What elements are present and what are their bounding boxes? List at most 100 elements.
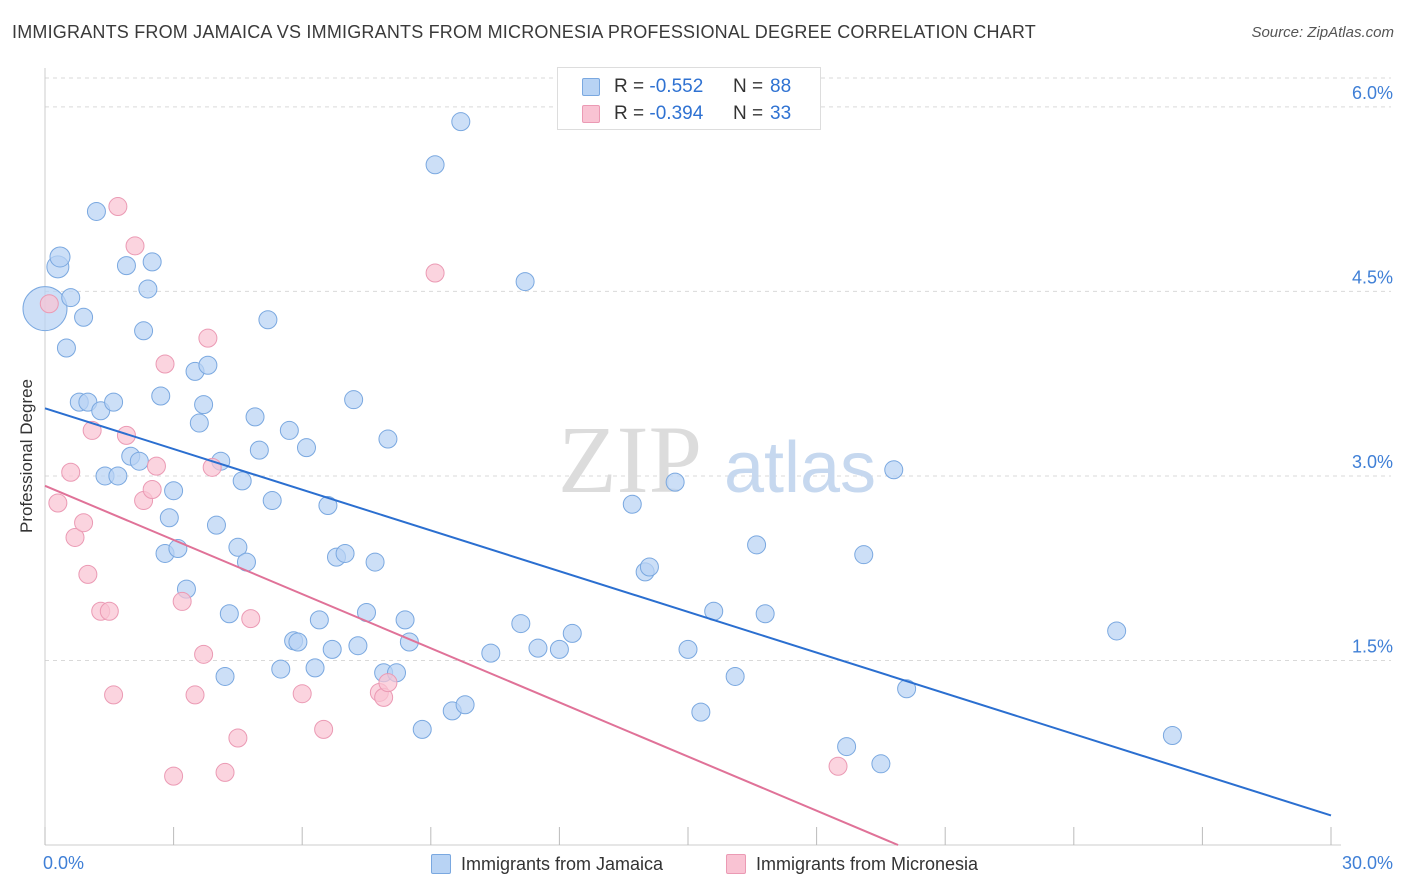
jamaica-legend-label: Immigrants from Jamaica — [461, 854, 664, 874]
jamaica-point — [198, 355, 218, 375]
jamaica-point — [378, 429, 398, 449]
jamaica-point — [1107, 621, 1127, 641]
jamaica-point — [528, 638, 548, 658]
micronesia-point — [185, 685, 205, 705]
micronesia-point — [104, 685, 124, 705]
jamaica-point — [56, 338, 76, 358]
jamaica-r-value: -0.552 — [649, 76, 704, 97]
micronesia-point — [74, 513, 94, 533]
micronesia-point — [65, 527, 85, 547]
jamaica-point — [455, 695, 475, 715]
micronesia-point — [378, 673, 398, 693]
micronesia-point — [425, 263, 445, 283]
jamaica-point — [129, 451, 149, 471]
jamaica-point — [309, 610, 329, 630]
jamaica-trend-line — [44, 407, 1332, 817]
jamaica-point — [335, 543, 355, 563]
jamaica-point — [194, 395, 214, 415]
jamaica-point — [515, 272, 535, 292]
micronesia-n-value: 33 — [770, 103, 792, 124]
micronesia-point — [164, 766, 184, 786]
jamaica-point — [639, 557, 659, 577]
jamaica-point — [854, 545, 874, 565]
chart-title: IMMIGRANTS FROM JAMAICA VS IMMIGRANTS FR… — [12, 22, 1036, 42]
jamaica-point — [622, 494, 642, 514]
axes — [44, 68, 1341, 846]
jamaica-point — [262, 491, 282, 511]
jamaica-point — [747, 535, 767, 555]
micronesia-legend-label: Immigrants from Micronesia — [756, 854, 979, 874]
micronesia-point — [116, 425, 136, 445]
micronesia-point — [39, 294, 59, 314]
jamaica-point — [215, 666, 235, 686]
jamaica-point — [288, 632, 308, 652]
jamaica-point — [206, 515, 226, 535]
jamaica-legend-swatch — [431, 854, 451, 874]
jamaica-point — [74, 307, 94, 327]
jamaica-point — [151, 386, 171, 406]
x-tick-label-max: 30.0% — [1342, 853, 1393, 873]
jamaica-point — [395, 610, 415, 630]
micronesia-point — [194, 644, 214, 664]
jamaica-point — [755, 604, 775, 624]
jamaica-point — [344, 390, 364, 410]
watermark: ZIP atlas — [558, 406, 876, 513]
jamaica-point — [159, 508, 179, 528]
jamaica-point — [691, 702, 711, 722]
jamaica-point — [164, 481, 184, 501]
jamaica-point — [49, 246, 71, 268]
micronesia-point — [215, 762, 235, 782]
jamaica-point — [189, 413, 209, 433]
jamaica-point — [296, 438, 316, 458]
micronesia-point — [48, 493, 68, 513]
tick-labels: 1.5% 3.0% 4.5% 6.0% 0.0% 30.0% — [43, 83, 1393, 873]
micronesia-point — [146, 456, 166, 476]
micronesia-point — [292, 684, 312, 704]
micronesia-point — [125, 236, 145, 256]
x-tick-label-min: 0.0% — [43, 853, 84, 873]
source-label: Source: ZipAtlas.com — [1251, 24, 1394, 41]
jamaica-point — [425, 155, 445, 175]
n-label: N = — [733, 103, 764, 124]
jamaica-point — [134, 321, 154, 341]
y-tick-label: 4.5% — [1352, 267, 1393, 287]
micronesia-point — [108, 197, 128, 217]
jamaica-point — [562, 623, 582, 643]
jamaica-point — [678, 639, 698, 659]
jamaica-point — [412, 719, 432, 739]
y-tick-label: 1.5% — [1352, 636, 1393, 656]
micronesia-point — [241, 609, 261, 629]
jamaica-point — [279, 420, 299, 440]
micronesia-point — [61, 462, 81, 482]
jamaica-point — [511, 614, 531, 634]
micronesia-point — [172, 591, 192, 611]
jamaica-point — [86, 201, 106, 221]
y-tick-label: 3.0% — [1352, 452, 1393, 472]
micronesia-r-value: -0.394 — [649, 103, 704, 124]
micronesia-trend-line — [44, 484, 899, 846]
jamaica-point — [305, 658, 325, 678]
jamaica-point — [725, 666, 745, 686]
jamaica-point — [1162, 726, 1182, 746]
trend-lines — [44, 407, 1332, 846]
jamaica-point — [228, 537, 248, 557]
micronesia-point — [828, 756, 848, 776]
micronesia-swatch — [582, 105, 600, 123]
n-label: N = — [733, 76, 764, 97]
jamaica-point — [249, 440, 269, 460]
jamaica-point — [61, 288, 81, 308]
jamaica-point — [271, 659, 291, 679]
micronesia-legend-swatch — [726, 854, 746, 874]
jamaica-swatch — [582, 78, 600, 96]
micronesia-point — [314, 719, 334, 739]
micronesia-point — [99, 601, 119, 621]
jamaica-point — [871, 754, 891, 774]
micronesia-point — [78, 564, 98, 584]
jamaica-point — [116, 256, 136, 276]
jamaica-point — [322, 639, 342, 659]
micronesia-point — [198, 328, 218, 348]
jamaica-point — [897, 679, 917, 699]
jamaica-point — [549, 639, 569, 659]
r-label: R = — [614, 103, 645, 124]
jamaica-point — [138, 279, 158, 299]
